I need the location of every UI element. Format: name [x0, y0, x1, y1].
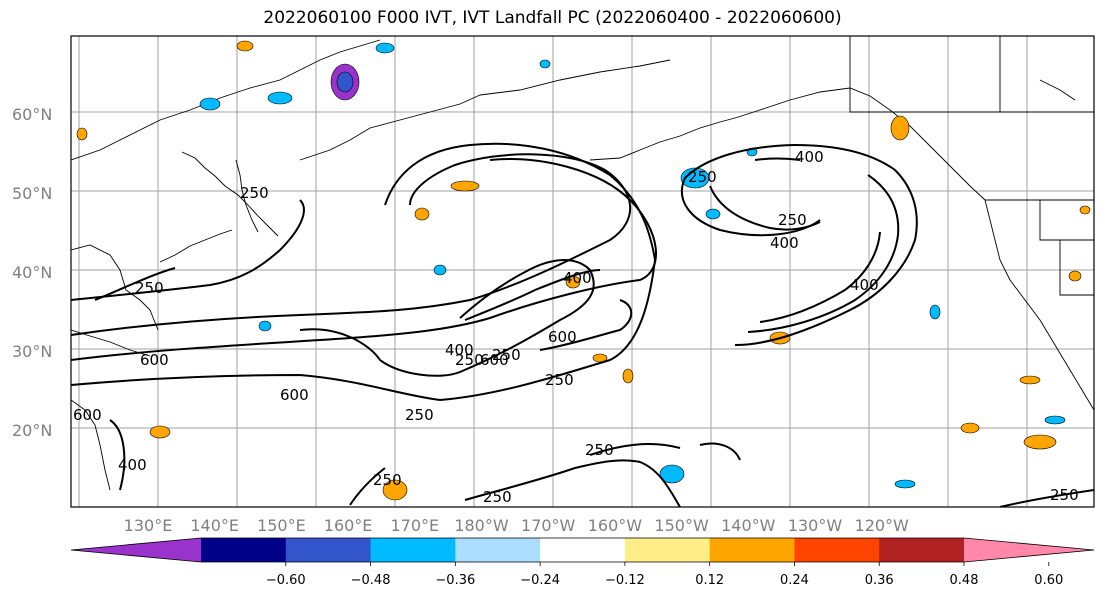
colorbar-tick-label-1: −0.48: [351, 573, 391, 588]
lat-label-20n: 20°N: [12, 421, 52, 440]
lon-label-5: 180°W: [454, 516, 509, 535]
lon-label-0: 130°E: [124, 516, 173, 535]
contour-label-18: 400: [770, 234, 799, 252]
lon-label-10: 130°W: [788, 516, 843, 535]
contour-label-15: 250: [778, 211, 807, 229]
contour-label-22: 600: [73, 406, 102, 424]
colorbar-extend-min: [71, 538, 201, 562]
graticule: [71, 36, 1094, 507]
colorbar: −0.60 −0.48 −0.36 −0.24 −0.12 0.12 0.24 0.36 0.4…: [70, 537, 1095, 588]
contour-label-17: 400: [795, 148, 824, 166]
map-title: 2022060100 F000 IVT, IVT Landfall PC (20…: [263, 8, 842, 28]
colorbar-tick-label-7: 0.36: [865, 573, 894, 588]
ivt-contours: [71, 142, 1094, 507]
colorbar-segment-1: [201, 538, 287, 562]
colorbar-extend-max: [964, 538, 1094, 562]
colorbar-tick-label-0: −0.60: [266, 573, 306, 588]
lon-label-1: 140°E: [190, 516, 239, 535]
contour-label-11: 600: [480, 351, 509, 369]
contour-label-1: 250: [135, 279, 164, 297]
contour-label-14: 250: [688, 168, 717, 186]
lon-label-8: 150°W: [654, 516, 709, 535]
lat-label-60n: 60°N: [12, 105, 52, 124]
colorbar-tick-label-6: 0.24: [780, 573, 809, 588]
colorbar-segment-6: [624, 538, 711, 562]
colorbar-tick-label-2: −0.36: [435, 573, 475, 588]
contour-label-9: 600: [548, 328, 577, 346]
contour-label-19: 250: [240, 184, 269, 202]
lat-label-50n: 50°N: [12, 184, 52, 203]
lon-label-4: 170°E: [390, 516, 439, 535]
longitude-axis: 130°E 140°E 150°E 160°E 170°E 180°W 170°W 160°W…: [124, 516, 909, 535]
colorbar-segment-9: [879, 538, 965, 562]
lon-label-2: 150°E: [257, 516, 306, 535]
colorbar-segment-5: [540, 538, 626, 562]
colorbar-tick-label-5: 0.12: [695, 573, 724, 588]
colorbar-outline: [70, 537, 1095, 563]
colorbar-tick-label-9: 0.60: [1034, 573, 1063, 588]
pc-shading: [76, 40, 1091, 501]
contour-label-21: 400: [850, 276, 879, 294]
lon-label-6: 170°W: [521, 516, 576, 535]
lon-label-3: 160°E: [324, 516, 373, 535]
colorbar-segment-7: [709, 538, 795, 562]
contour-labels: 250 400 600 250 250 600 400 250 600 400 …: [73, 148, 1079, 506]
lon-label-7: 160°W: [588, 516, 643, 535]
contour-label-23: 250: [492, 346, 521, 364]
contour-label-13: 250: [373, 471, 402, 489]
contour-label-8: 250: [585, 441, 614, 459]
contour-label-16: 250: [1050, 486, 1079, 504]
contour-label-4: 250: [405, 406, 434, 424]
coastlines: [71, 36, 1094, 491]
contour-label-10: 400: [445, 341, 474, 359]
colorbar-tick-label-4: −0.12: [605, 573, 645, 588]
colorbar-segment-3: [370, 538, 456, 562]
contour-label-6: 600: [280, 386, 309, 404]
contour-label-5: 250: [545, 371, 574, 389]
colorbar-segment-2: [285, 538, 372, 562]
contour-label-2: 400: [118, 456, 147, 474]
contour-label-7: 400: [563, 269, 592, 287]
colorbar-segment-8: [794, 538, 880, 562]
contour-label-12: 250: [483, 488, 512, 506]
colorbar-tick-label-8: 0.48: [950, 573, 979, 588]
lat-label-30n: 30°N: [12, 342, 52, 361]
lon-label-9: 140°W: [721, 516, 776, 535]
colorbar-tick-label-3: −0.24: [520, 573, 560, 588]
colorbar-segment-4: [455, 538, 541, 562]
latitude-axis: 20°N 30°N 40°N 50°N 60°N: [12, 105, 52, 440]
map-frame: [70, 35, 1095, 508]
lat-label-40n: 40°N: [12, 263, 52, 282]
lon-label-11: 120°W: [855, 516, 910, 535]
contour-label-20: 250: [455, 351, 484, 369]
contour-label-3: 600: [140, 351, 169, 369]
